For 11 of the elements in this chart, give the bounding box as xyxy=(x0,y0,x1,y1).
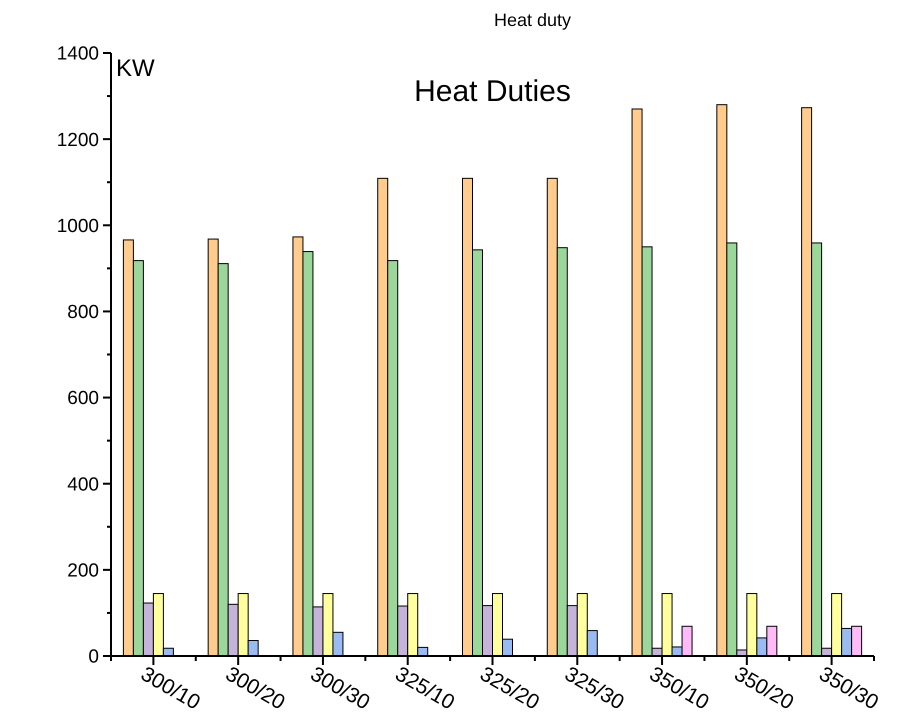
y-tick-label: 200 xyxy=(67,560,99,582)
y-tick-label: 1400 xyxy=(56,44,99,65)
y-tick-label: 400 xyxy=(67,474,99,496)
y-tick-label: 1000 xyxy=(56,216,99,237)
y-tick-label: 0 xyxy=(88,646,99,668)
text: Heat Duties xyxy=(414,75,571,108)
y-tick-label: 600 xyxy=(67,388,99,410)
y-axis-title: KW xyxy=(116,55,156,82)
y-tick-label: 800 xyxy=(67,302,99,324)
y-tick-label: 1200 xyxy=(56,130,99,151)
text: Heat duty xyxy=(494,10,572,30)
